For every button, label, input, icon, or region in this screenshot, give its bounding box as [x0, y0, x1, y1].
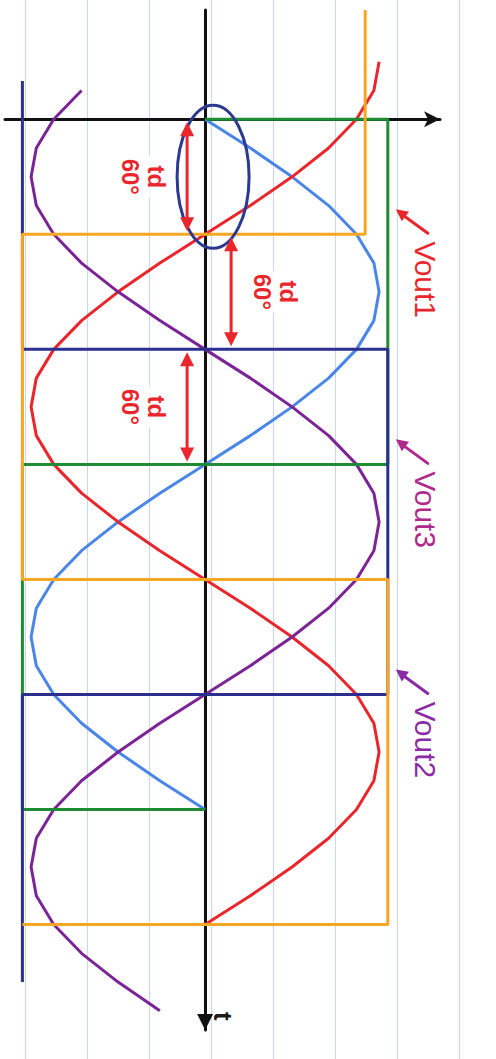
svg-text:td: td: [143, 396, 170, 419]
svg-text:td: td: [275, 281, 302, 304]
svg-text:td: td: [143, 165, 170, 188]
svg-text:t: t: [208, 1012, 238, 1021]
svg-text:60°: 60°: [249, 274, 276, 310]
svg-text:60°: 60°: [117, 159, 144, 195]
svg-text:60°: 60°: [117, 389, 144, 425]
svg-text:Vout2: Vout2: [409, 701, 442, 778]
svg-text:Vout3: Vout3: [409, 471, 442, 548]
svg-text:Vout1: Vout1: [409, 241, 442, 318]
